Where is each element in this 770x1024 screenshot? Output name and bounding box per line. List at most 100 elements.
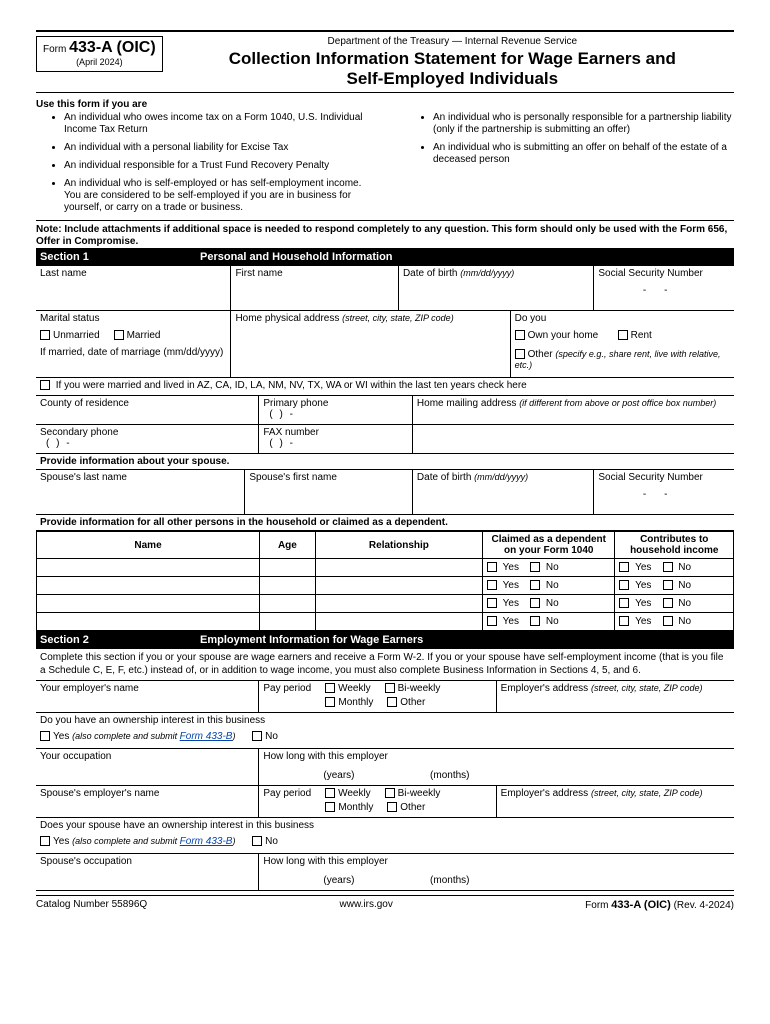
dep-contrib-no-checkbox[interactable] <box>663 598 673 608</box>
home-addr-hint: (street, city, state, ZIP code) <box>342 313 454 323</box>
own-home-checkbox[interactable] <box>515 330 525 340</box>
dep-claimed-no-checkbox[interactable] <box>530 562 540 572</box>
ownership-yes-hint: (also complete and submit <box>72 731 180 741</box>
community-property-checkbox[interactable] <box>40 380 50 390</box>
spouse-weekly-checkbox[interactable] <box>325 788 335 798</box>
dep-contrib-yes-checkbox[interactable] <box>619 598 629 608</box>
dep-col-contrib-l2: household income <box>630 545 718 556</box>
dep-contrib-yes-checkbox[interactable] <box>619 562 629 572</box>
ownership-yes-label: Yes <box>53 731 69 742</box>
unmarried-label: Unmarried <box>53 330 100 341</box>
ownership-q-label: Do you have an ownership interest in thi… <box>40 715 730 726</box>
department-line: Department of the Treasury — Internal Re… <box>171 36 734 47</box>
other-pay-label: Other <box>400 697 425 708</box>
dep-claimed-no-checkbox[interactable] <box>530 580 540 590</box>
spouse-years-label: (years) <box>323 875 354 886</box>
dependents-table: Name Age Relationship Claimed as a depen… <box>36 531 734 631</box>
section1-bar: Section 1 Personal and Household Informa… <box>36 248 734 266</box>
mailing-label: Home mailing address <box>417 398 517 409</box>
dep-contrib-no-checkbox[interactable] <box>663 580 673 590</box>
section2-bar: Section 2 Employment Information for Wag… <box>36 631 734 649</box>
pay-period-label: Pay period <box>263 683 311 694</box>
spouse-ownership-no-checkbox[interactable] <box>252 836 262 846</box>
other-pay-checkbox[interactable] <box>387 697 397 707</box>
footer-form-number: 433-A (OIC) <box>611 899 671 911</box>
dep-claimed-no-checkbox[interactable] <box>530 598 540 608</box>
ownership-yes-checkbox[interactable] <box>40 731 50 741</box>
county-label: County of residence <box>40 398 129 409</box>
spouse-ownership-yes-checkbox[interactable] <box>40 836 50 846</box>
form-number-box: Form 433-A (OIC) (April 2024) <box>36 36 163 72</box>
dep-col-rel: Relationship <box>315 532 482 559</box>
spouse-monthly-checkbox[interactable] <box>325 802 335 812</box>
dep-claimed-yes-checkbox[interactable] <box>487 562 497 572</box>
dep-claimed-no-checkbox[interactable] <box>530 616 540 626</box>
footer: Catalog Number 55896Q www.irs.gov Form 4… <box>36 895 734 911</box>
spouse-ownership-yes-label: Yes <box>53 836 69 847</box>
married-label: Married <box>127 330 161 341</box>
table-row: Yes No Yes No <box>37 595 734 613</box>
spouse-biweekly-label: Bi-weekly <box>398 788 441 799</box>
weekly-checkbox[interactable] <box>325 683 335 693</box>
dep-contrib-yes-checkbox[interactable] <box>619 616 629 626</box>
form-title-l2: Self-Employed Individuals <box>171 69 734 89</box>
header: Form 433-A (OIC) (April 2024) Department… <box>36 36 734 88</box>
spouse-first-label: Spouse's first name <box>249 472 337 483</box>
dep-col-age: Age <box>260 532 316 559</box>
dep-claimed-yes-checkbox[interactable] <box>487 616 497 626</box>
dep-col-claimed-l1: Claimed as a dependent <box>492 534 606 545</box>
unmarried-checkbox[interactable] <box>40 330 50 340</box>
dep-claimed-yes-checkbox[interactable] <box>487 598 497 608</box>
use-columns: An individual who owes income tax on a F… <box>36 112 734 220</box>
dependents-heading: Provide information for all other person… <box>36 515 734 531</box>
weekly-label: Weekly <box>338 683 371 694</box>
use-left-0: An individual who owes income tax on a F… <box>64 112 365 136</box>
lastname-label: Last name <box>40 268 87 279</box>
dep-contrib-no-checkbox[interactable] <box>663 562 673 572</box>
own-home-label: Own your home <box>528 330 599 341</box>
spouse-pay-period-label: Pay period <box>263 788 311 799</box>
biweekly-checkbox[interactable] <box>385 683 395 693</box>
months-label: (months) <box>430 770 469 781</box>
spouse-last-label: Spouse's last name <box>40 472 127 483</box>
dep-contrib-yes-checkbox[interactable] <box>619 580 629 590</box>
footer-rev: (Rev. 4-2024) <box>674 900 734 911</box>
ssn-dashes: -- <box>598 279 730 296</box>
rent-checkbox[interactable] <box>618 330 628 340</box>
other-housing-label: Other <box>528 349 553 360</box>
your-employer-label: Your employer's name <box>40 683 139 694</box>
marital-label: Marital status <box>40 313 226 324</box>
monthly-checkbox[interactable] <box>325 697 335 707</box>
footer-url: www.irs.gov <box>340 899 393 911</box>
form-433b-link[interactable]: Form 433-B <box>180 731 233 742</box>
spouse-occupation-label: Spouse's occupation <box>40 856 132 867</box>
married-checkbox[interactable] <box>114 330 124 340</box>
spouse-ownership-q-label: Does your spouse have an ownership inter… <box>40 820 730 831</box>
fax-template: ( ) - <box>263 438 408 449</box>
table-row: Yes No Yes No <box>37 559 734 577</box>
marriage-date-label: If married, date of marriage (mm/dd/yyyy… <box>40 347 226 358</box>
community-property-label: If you were married and lived in AZ, CA,… <box>56 380 527 391</box>
table-row: Yes No Yes No <box>37 577 734 595</box>
dep-col-contrib-l1: Contributes to <box>640 534 708 545</box>
dob-label: Date of birth <box>403 268 457 279</box>
spouse-form-433b-link[interactable]: Form 433-B <box>180 836 233 847</box>
spouse-other-pay-checkbox[interactable] <box>387 802 397 812</box>
section2-number: Section 2 <box>40 634 200 646</box>
use-left-1: An individual with a personal liability … <box>64 142 365 154</box>
years-label: (years) <box>323 770 354 781</box>
secondary-phone-template: ( ) - <box>40 438 254 449</box>
dep-claimed-yes-checkbox[interactable] <box>487 580 497 590</box>
spouse-biweekly-checkbox[interactable] <box>385 788 395 798</box>
spouse-weekly-label: Weekly <box>338 788 371 799</box>
rent-label: Rent <box>631 330 652 341</box>
occupation-label: Your occupation <box>40 751 111 762</box>
dep-contrib-no-checkbox[interactable] <box>663 616 673 626</box>
firstname-label: First name <box>235 268 282 279</box>
section1-title: Personal and Household Information <box>200 251 393 263</box>
ownership-no-checkbox[interactable] <box>252 731 262 741</box>
top-rule <box>36 30 734 32</box>
spouse-months-label: (months) <box>430 875 469 886</box>
spouse-dob-hint: (mm/dd/yyyy) <box>474 472 528 482</box>
other-housing-checkbox[interactable] <box>515 349 525 359</box>
